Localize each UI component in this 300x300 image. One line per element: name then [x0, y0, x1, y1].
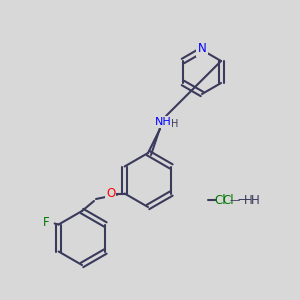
Text: O: O — [106, 187, 115, 200]
Text: —: — — [237, 194, 249, 206]
Text: H: H — [244, 194, 252, 206]
Text: H: H — [250, 194, 260, 206]
Text: Cl: Cl — [214, 194, 226, 206]
Text: F: F — [43, 216, 50, 229]
Text: Cl: Cl — [222, 194, 234, 206]
Text: NH: NH — [154, 117, 171, 127]
Text: H: H — [171, 119, 179, 129]
Text: N: N — [198, 43, 206, 56]
Text: —: — — [230, 195, 240, 205]
